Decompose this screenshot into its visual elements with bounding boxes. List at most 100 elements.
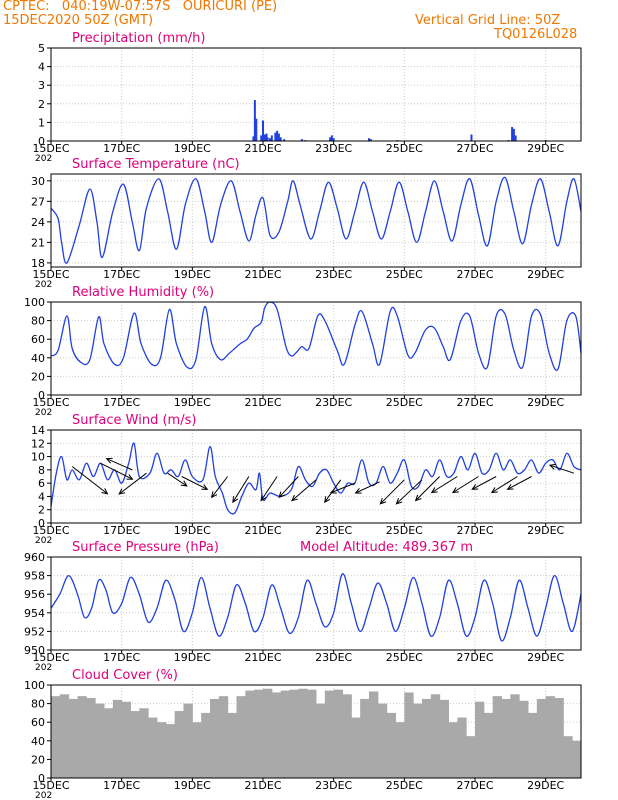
y-tick-label: 0 — [38, 135, 45, 148]
x-tick-label: 23DEC — [315, 268, 352, 281]
precip-bar — [265, 133, 268, 141]
wind-vector-head — [210, 491, 218, 499]
y-tick-label: 100 — [24, 679, 45, 692]
cloud-bar — [192, 722, 202, 778]
wind-vector-head — [180, 480, 188, 487]
y-tick-label: 956 — [24, 588, 45, 601]
cloud-bar — [519, 700, 529, 778]
cloud-bar — [475, 701, 485, 778]
x-tick-label: 21DEC — [244, 396, 281, 409]
wind-vector — [452, 476, 479, 493]
cloud-bar — [316, 703, 326, 778]
cloud-bar — [112, 699, 123, 778]
cloud-bar — [501, 698, 511, 778]
precipitation-title: Precipitation (mm/h) — [72, 31, 205, 46]
x-tick-label: 23DEC — [315, 651, 352, 664]
x-tick-label: 29DEC — [527, 651, 564, 664]
cloud-bar — [386, 712, 396, 778]
cloud-bar — [201, 712, 211, 778]
y-tick-label: 0 — [38, 517, 45, 530]
x-tick-label: 21DEC — [244, 142, 281, 155]
cloud-bar — [413, 703, 423, 778]
wind-vector-head — [324, 496, 331, 504]
wind-vector — [549, 464, 575, 474]
y-tick-label: 18 — [31, 257, 45, 270]
cloud-bar — [227, 712, 237, 778]
cloud-bar — [289, 689, 299, 778]
panel-frame — [50, 47, 582, 142]
x-tick-label: 21DEC — [244, 779, 281, 792]
y-tick-label: 1 — [38, 116, 45, 129]
panel-temperature: 18 21 24 27 30 15DEC 17DEC 19DEC 21DEC 23DEC 25DEC… — [31, 157, 582, 290]
x-tick-label: 23DEC — [315, 142, 352, 155]
wind-vector-head — [490, 487, 498, 494]
y-tick-label: 6 — [38, 477, 45, 490]
precip-bar — [368, 138, 370, 141]
wind-vector-head — [101, 488, 109, 495]
y-tick-label: 2 — [38, 98, 45, 111]
wind-vector-head — [414, 494, 422, 502]
x-year-label: 202 — [35, 663, 52, 673]
x-tick-label: 29DEC — [527, 524, 564, 537]
precip-bar — [262, 120, 264, 141]
precip-bar — [300, 139, 303, 141]
model-altitude-label: Model Altitude: 489.367 m — [300, 540, 473, 555]
x-tick-label: 27DEC — [456, 651, 493, 664]
wind-vector-head — [329, 487, 337, 494]
precip-bar — [269, 138, 272, 141]
cloud-bar — [148, 717, 158, 778]
humidity-series-line — [50, 301, 582, 371]
wind-title: Surface Wind (m/s) — [72, 413, 196, 428]
y-tick-label: 12 — [31, 437, 45, 450]
wind-vector — [260, 476, 278, 501]
cloud-bar — [492, 696, 502, 778]
cloud-bar — [342, 694, 352, 778]
x-tick-label: 17DEC — [103, 268, 140, 281]
cloud-bar — [298, 688, 308, 778]
wind-vector — [291, 479, 317, 501]
wind-vector — [278, 476, 299, 498]
x-tick-label: 25DEC — [386, 524, 423, 537]
x-year-label: 202 — [35, 408, 52, 418]
x-tick-label: 25DEC — [386, 268, 423, 281]
cloud-bar — [104, 708, 114, 778]
precip-bar — [329, 137, 332, 141]
precip-bar — [332, 138, 335, 141]
y-tick-label: 40 — [31, 352, 45, 365]
cloud-bar — [545, 696, 555, 778]
y-tick-label: 80 — [31, 698, 45, 711]
precip-bar — [369, 139, 372, 141]
x-year-label: 202 — [35, 280, 52, 290]
x-tick-label: 29DEC — [527, 779, 564, 792]
x-tick-label: 21DEC — [244, 268, 281, 281]
x-tick-label: 15DEC — [32, 524, 69, 537]
x-tick-label: 19DEC — [174, 396, 211, 409]
cloud-bar — [51, 696, 61, 778]
cloud-bar — [466, 736, 476, 778]
wind-vector — [211, 476, 229, 498]
wind-vector-head — [201, 484, 209, 490]
y-tick-label: 954 — [24, 607, 45, 620]
wind-vector-head — [126, 474, 134, 480]
precip-bar — [263, 134, 266, 141]
cloud-bar — [563, 736, 573, 778]
header-run-time: 15DEC2020 50Z (GMT) — [3, 13, 154, 28]
x-tick-label: 17DEC — [103, 142, 140, 155]
cloud-bar — [360, 698, 370, 778]
y-tick-label: 8 — [38, 464, 45, 477]
y-tick-label: 4 — [38, 490, 45, 503]
panel-frame — [50, 684, 582, 779]
y-tick-label: 5 — [38, 42, 45, 55]
wind-vector-head — [506, 484, 514, 490]
x-tick-label: 25DEC — [386, 142, 423, 155]
cloud-bar — [395, 722, 405, 778]
x-tick-label: 27DEC — [456, 779, 493, 792]
x-tick-label: 27DEC — [456, 142, 493, 155]
cloud-bar — [377, 703, 388, 778]
wind-vector-head — [471, 484, 479, 490]
x-tick-label: 27DEC — [456, 524, 493, 537]
cloud-bar — [130, 711, 140, 778]
cloud-bar — [157, 722, 167, 778]
cloud-bar — [174, 711, 184, 778]
